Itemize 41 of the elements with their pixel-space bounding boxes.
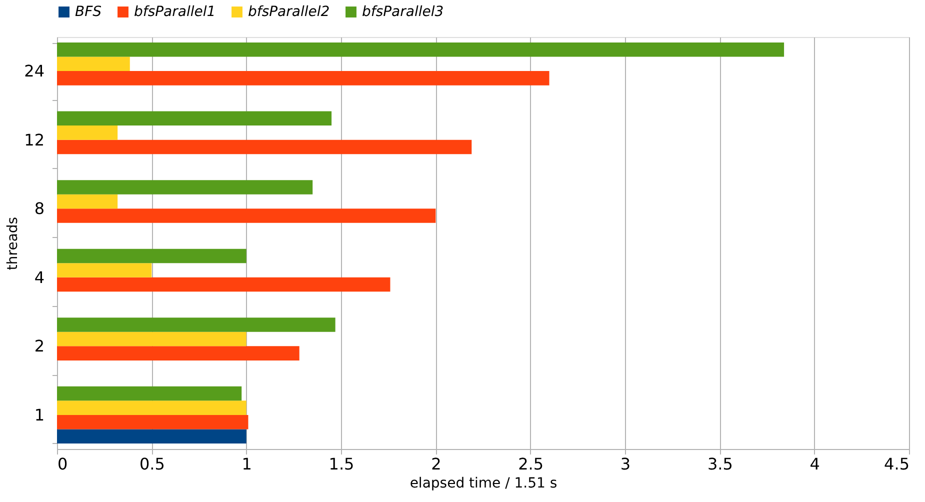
bar [57, 277, 390, 292]
bar [57, 248, 246, 264]
x-tick-label: 0 [58, 454, 68, 474]
legend-label: BFS [75, 4, 102, 20]
legend-label: bfsParallel3 [362, 4, 444, 20]
y-tick-label: 4 [34, 268, 44, 287]
bar [57, 180, 313, 194]
legend-label: bfsParallel2 [248, 4, 330, 20]
legend-label: bfsParallel1 [134, 4, 216, 20]
x-tick-label: 1 [242, 454, 252, 474]
bar [57, 386, 242, 401]
y-tick-label: 8 [34, 199, 44, 218]
x-tick-label: 4.5 [884, 454, 910, 474]
y-tick-label: 2 [34, 336, 44, 356]
bar [57, 140, 472, 154]
x-tick-label: 2 [431, 454, 442, 474]
bar [57, 111, 332, 126]
y-tick-label: 12 [24, 130, 44, 150]
bar [57, 318, 336, 332]
bar [57, 208, 436, 223]
x-tick-label: 2.5 [518, 454, 544, 474]
bar [57, 42, 784, 57]
x-tick-label: 4 [810, 454, 820, 474]
bar [57, 194, 118, 209]
x-tick-label: 3.5 [707, 454, 733, 474]
y-tick-label: 1 [34, 405, 44, 424]
bar [57, 56, 130, 72]
x-axis-title: elapsed time / 1.51 s [410, 476, 558, 492]
y-tick-label: 24 [24, 62, 44, 81]
bar [57, 400, 246, 415]
x-tick-label: 1.5 [328, 454, 354, 474]
bar [57, 346, 300, 360]
x-tick-label: 3 [620, 454, 631, 474]
bar [57, 126, 118, 140]
bar [57, 71, 550, 86]
x-tick-label: 0.5 [139, 454, 165, 474]
bar [57, 414, 248, 430]
bar [57, 429, 246, 444]
bar [57, 263, 152, 278]
bar [57, 332, 246, 346]
y-axis-title: threads [5, 216, 22, 270]
